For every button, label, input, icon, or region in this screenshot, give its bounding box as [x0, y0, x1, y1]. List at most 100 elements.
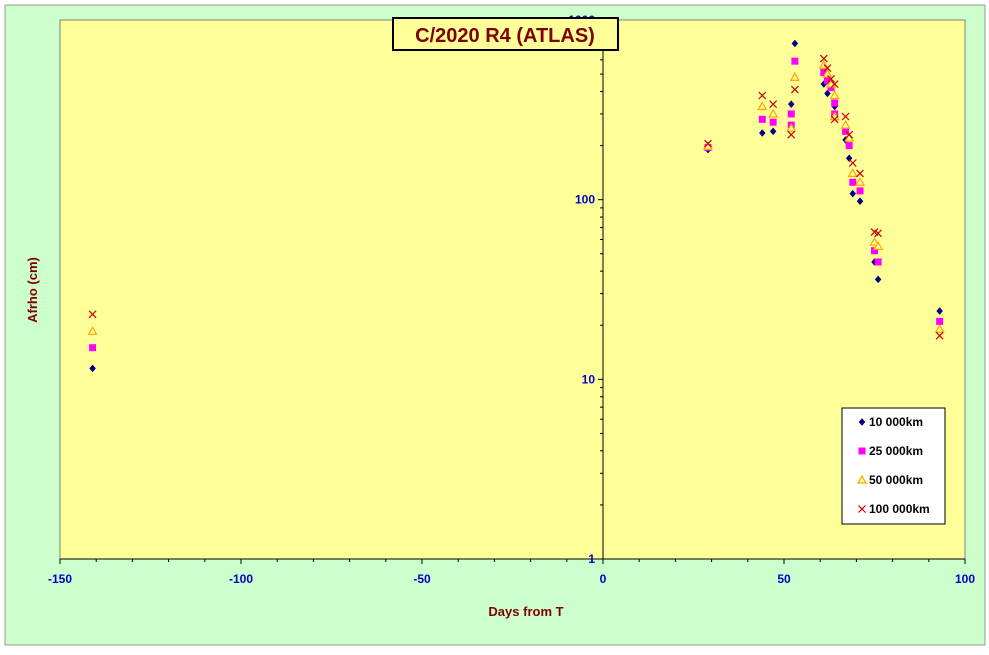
data-point	[873, 241, 884, 250]
x-marker-stroke	[88, 310, 97, 319]
data-point	[758, 91, 767, 100]
x-marker-stroke	[819, 54, 828, 63]
data-point	[769, 118, 777, 126]
data-point	[830, 115, 839, 124]
data-point	[791, 39, 799, 48]
x-marker-stroke	[858, 505, 866, 513]
x-marker-stroke	[823, 64, 832, 73]
data-point	[769, 100, 778, 109]
data-point	[874, 258, 882, 266]
data-point	[824, 89, 831, 98]
x-tick-label: -50	[413, 572, 431, 586]
x-tick-label: 50	[777, 572, 791, 586]
data-point	[757, 101, 768, 111]
data-point	[822, 68, 833, 78]
data-point	[847, 168, 858, 178]
data-point	[789, 72, 800, 81]
x-marker-stroke	[769, 100, 778, 109]
data-point	[848, 159, 857, 167]
data-point	[936, 317, 944, 325]
x-marker-stroke	[935, 331, 944, 340]
data-point	[758, 129, 766, 137]
x-marker-stroke	[790, 85, 799, 94]
data-point	[827, 74, 835, 83]
legend-marker	[856, 474, 868, 484]
data-point	[769, 127, 777, 136]
data-point	[871, 247, 878, 255]
data-point	[874, 275, 882, 284]
data-point	[845, 130, 854, 139]
data-point	[845, 154, 853, 163]
data-point	[768, 108, 779, 118]
legend-marker	[858, 505, 866, 513]
data-point	[787, 100, 795, 109]
plot-area	[59, 19, 966, 560]
axes-group	[60, 20, 965, 560]
x-marker-stroke	[830, 115, 839, 124]
legend-label: 10 000km	[869, 415, 923, 429]
data-point	[758, 115, 766, 123]
data-point	[849, 189, 857, 198]
data-point	[869, 236, 880, 246]
data-point	[704, 139, 712, 148]
data-point	[856, 187, 864, 195]
x-marker-stroke	[758, 91, 767, 100]
data-point	[874, 229, 883, 238]
data-point	[823, 64, 832, 73]
data-point	[827, 84, 835, 92]
data-point	[88, 310, 97, 319]
data-point	[845, 142, 853, 150]
x-marker-stroke	[856, 169, 864, 178]
legend: 10 000km 25 000km 50 000km 100 000km	[841, 407, 946, 525]
data-point	[854, 177, 866, 186]
x-marker-stroke	[841, 112, 850, 121]
data-point	[787, 130, 796, 139]
chart-title-box: C/2020 R4 (ATLAS)	[392, 17, 619, 51]
data-point	[934, 324, 945, 333]
x-marker-stroke	[848, 159, 857, 167]
data-point	[935, 331, 944, 340]
data-point	[831, 99, 839, 107]
data-point	[787, 110, 795, 118]
data-point	[786, 122, 797, 132]
chart-title: C/2020 R4 (ATLAS)	[415, 25, 595, 47]
y-tick-label: 10	[582, 372, 596, 386]
data-point	[823, 77, 831, 85]
x-axis-title: Days from T	[488, 604, 563, 619]
legend-label: 100 000km	[869, 502, 930, 516]
data-point	[830, 80, 839, 88]
x-marker-stroke	[830, 80, 839, 88]
data-point	[820, 69, 828, 77]
legend-label: 25 000km	[869, 444, 923, 458]
data-point	[89, 364, 96, 373]
legend-marker	[858, 447, 866, 455]
data-point	[849, 178, 857, 186]
chart-title-frame	[392, 17, 619, 51]
x-tick-label: -150	[48, 572, 72, 586]
x-tick-label: 0	[600, 572, 607, 586]
y-tick-label: 100	[575, 193, 595, 207]
x-marker-stroke	[845, 130, 854, 139]
legend-frame	[841, 407, 946, 525]
data-point	[856, 169, 864, 178]
x-marker-stroke	[874, 229, 883, 238]
x-marker-stroke	[827, 74, 835, 83]
legend-label: 50 000km	[869, 473, 923, 487]
series-x	[88, 54, 944, 340]
x-marker-stroke	[787, 130, 796, 139]
data-point	[856, 197, 864, 206]
x-marker-stroke	[870, 228, 879, 237]
data-points-group	[87, 39, 945, 373]
data-point	[829, 90, 840, 100]
data-point	[87, 326, 98, 335]
y-tick-label: 1	[588, 552, 595, 566]
data-point	[819, 54, 828, 63]
data-point	[89, 344, 97, 352]
x-tick-label: 100	[955, 572, 975, 586]
data-point	[790, 85, 799, 94]
data-point	[841, 112, 850, 121]
series-triangle	[87, 60, 945, 335]
data-point	[791, 57, 799, 65]
